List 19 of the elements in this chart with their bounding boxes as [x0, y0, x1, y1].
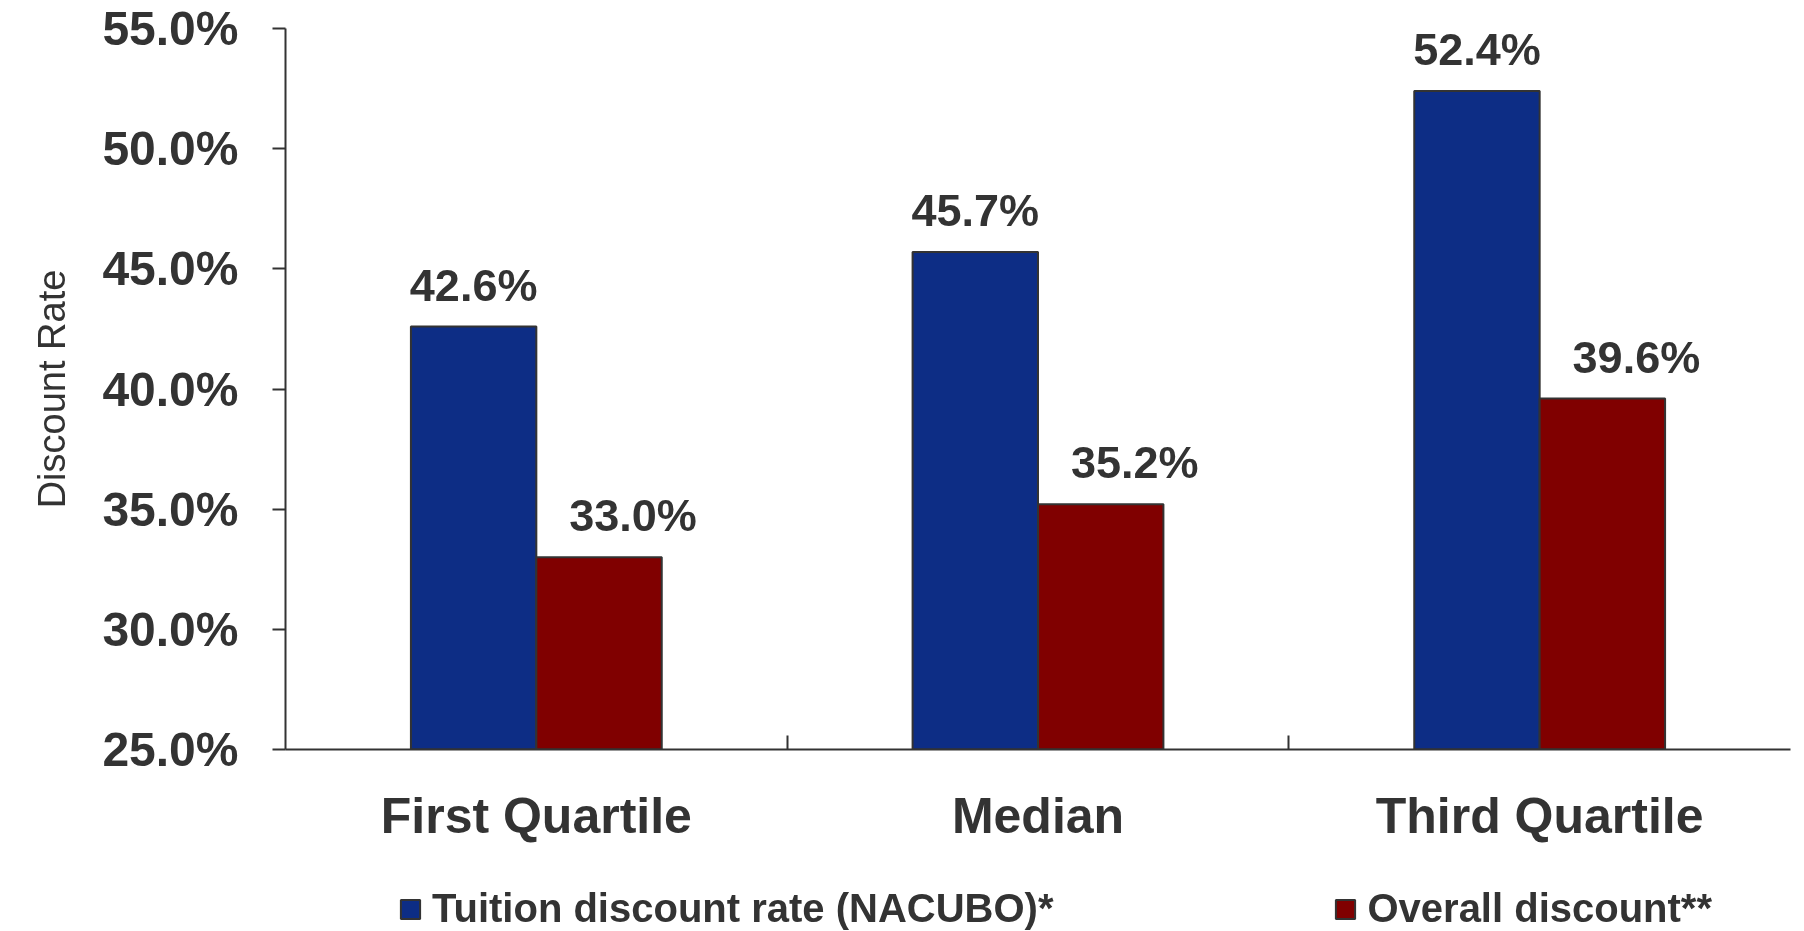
y-tick-label: 35.0% — [102, 482, 239, 536]
y-tick-label: 50.0% — [102, 122, 239, 176]
y-tick-label: 30.0% — [102, 602, 239, 656]
data-label: 42.6% — [409, 259, 538, 311]
data-label: 52.4% — [1413, 23, 1541, 75]
y-tick-label: 55.0% — [102, 2, 239, 55]
x-tick-label: Third Quartile — [1375, 787, 1704, 844]
data-label: 39.6% — [1572, 331, 1701, 383]
x-tick-label: First Quartile — [380, 787, 692, 844]
data-label: 35.2% — [1070, 437, 1199, 489]
data-label: 45.7% — [911, 185, 1040, 237]
legend-label: Tuition discount rate (NACUBO)* — [432, 886, 1054, 931]
data-label: 33.0% — [569, 490, 697, 542]
y-tick-label: 45.0% — [102, 242, 239, 296]
y-tick-label: 40.0% — [102, 362, 239, 416]
y-tick-label: 25.0% — [102, 723, 239, 776]
y-axis-title: Discount Rate — [31, 269, 74, 509]
legend-label: Overall discount** — [1367, 886, 1713, 931]
x-tick-label: Median — [951, 787, 1125, 844]
